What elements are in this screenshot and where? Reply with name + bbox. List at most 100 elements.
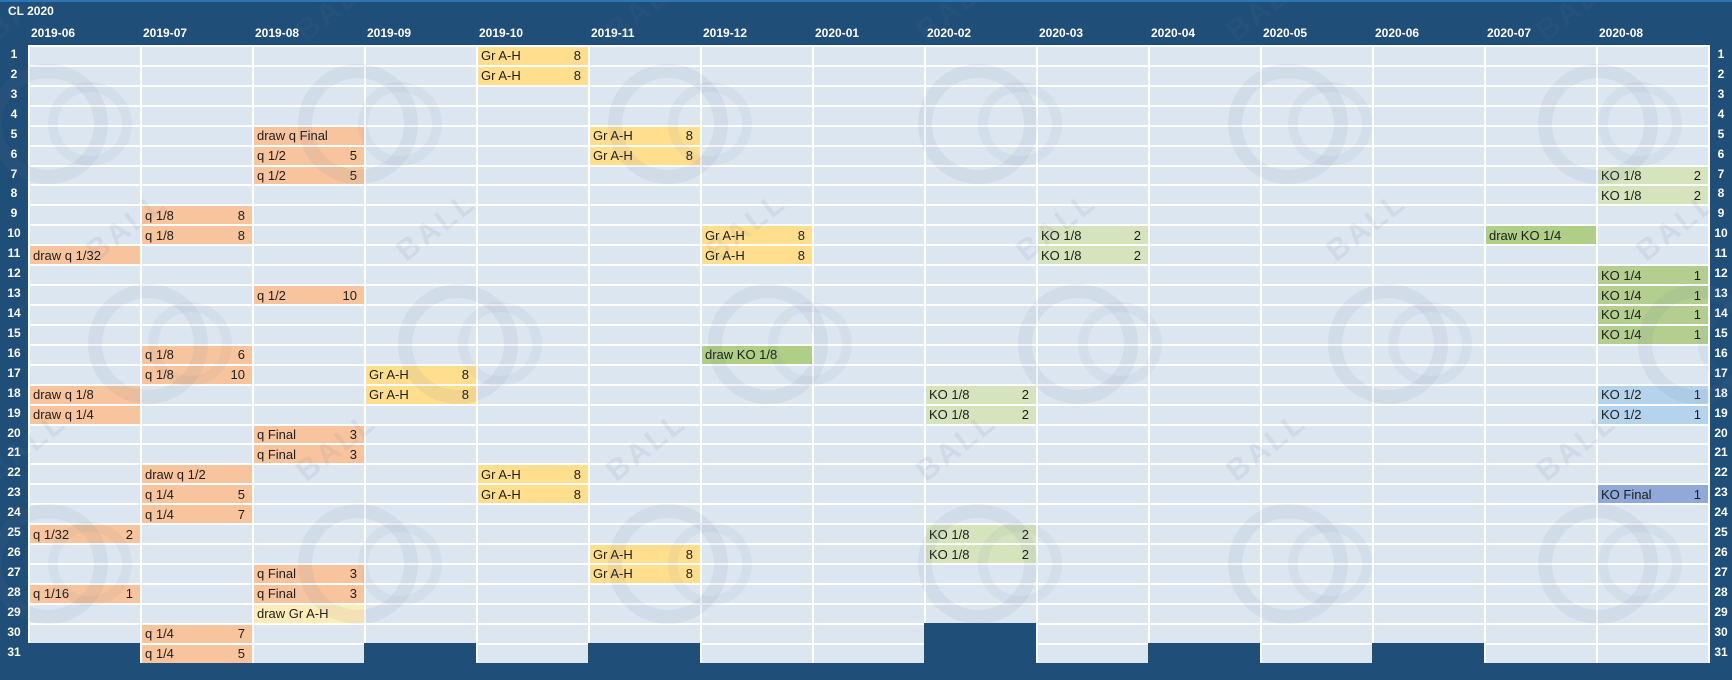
day-cell-2020-06-20[interactable] bbox=[1372, 423, 1484, 444]
day-cell-2019-08-11[interactable] bbox=[252, 244, 364, 265]
day-cell-2020-03-25[interactable] bbox=[1036, 523, 1148, 544]
day-cell-2020-08-1[interactable] bbox=[1596, 45, 1708, 65]
event-cell-2020-02-19[interactable]: KO 1/8 2 bbox=[924, 403, 1036, 424]
day-cell-2020-03-7[interactable] bbox=[1036, 164, 1148, 185]
day-cell-2019-10-27[interactable] bbox=[476, 562, 588, 583]
day-cell-2019-10-5[interactable] bbox=[476, 124, 588, 145]
day-cell-2020-01-23[interactable] bbox=[812, 483, 924, 504]
day-cell-2020-07-9[interactable] bbox=[1484, 204, 1596, 225]
day-cell-2019-12-30[interactable] bbox=[700, 622, 812, 643]
day-cell-2019-06-15[interactable] bbox=[28, 323, 140, 344]
event-cell-2019-09-17[interactable]: Gr A-H 8 bbox=[364, 363, 476, 384]
day-cell-2019-12-4[interactable] bbox=[700, 104, 812, 125]
day-cell-2020-07-15[interactable] bbox=[1484, 323, 1596, 344]
day-cell-2019-09-14[interactable] bbox=[364, 303, 476, 324]
day-cell-2020-07-20[interactable] bbox=[1484, 423, 1596, 444]
day-cell-2019-09-24[interactable] bbox=[364, 503, 476, 524]
day-cell-2020-05-24[interactable] bbox=[1260, 503, 1372, 524]
day-cell-2020-01-29[interactable] bbox=[812, 602, 924, 623]
day-cell-2019-09-12[interactable] bbox=[364, 264, 476, 285]
day-cell-2020-07-29[interactable] bbox=[1484, 602, 1596, 623]
day-cell-2019-09-28[interactable] bbox=[364, 582, 476, 603]
day-cell-2020-06-5[interactable] bbox=[1372, 124, 1484, 145]
day-cell-2019-06-17[interactable] bbox=[28, 363, 140, 384]
day-cell-2019-09-25[interactable] bbox=[364, 523, 476, 544]
day-cell-2020-06-8[interactable] bbox=[1372, 184, 1484, 205]
day-cell-2020-06-11[interactable] bbox=[1372, 244, 1484, 265]
day-cell-2020-04-4[interactable] bbox=[1148, 104, 1260, 125]
day-cell-2020-02-17[interactable] bbox=[924, 363, 1036, 384]
day-cell-2020-06-19[interactable] bbox=[1372, 403, 1484, 424]
day-cell-2019-09-22[interactable] bbox=[364, 463, 476, 484]
day-cell-2019-11-12[interactable] bbox=[588, 264, 700, 285]
day-cell-2020-02-15[interactable] bbox=[924, 323, 1036, 344]
day-cell-2019-10-8[interactable] bbox=[476, 184, 588, 205]
day-cell-2020-03-1[interactable] bbox=[1036, 45, 1148, 65]
day-cell-2019-07-8[interactable] bbox=[140, 184, 252, 205]
day-cell-2019-10-12[interactable] bbox=[476, 264, 588, 285]
day-cell-2019-10-24[interactable] bbox=[476, 503, 588, 524]
event-cell-2020-02-25[interactable]: KO 1/8 2 bbox=[924, 523, 1036, 544]
day-cell-2019-12-29[interactable] bbox=[700, 602, 812, 623]
day-cell-2020-06-24[interactable] bbox=[1372, 503, 1484, 524]
day-cell-2020-02-1[interactable] bbox=[924, 45, 1036, 65]
event-cell-2019-06-18[interactable]: draw q 1/8 bbox=[28, 383, 140, 404]
event-cell-2019-07-24[interactable]: q 1/4 7 bbox=[140, 503, 252, 524]
day-cell-2019-06-7[interactable] bbox=[28, 164, 140, 185]
day-cell-2020-06-10[interactable] bbox=[1372, 224, 1484, 245]
day-cell-2019-07-4[interactable] bbox=[140, 104, 252, 125]
day-cell-2019-12-22[interactable] bbox=[700, 463, 812, 484]
day-cell-2020-07-22[interactable] bbox=[1484, 463, 1596, 484]
day-cell-2020-07-11[interactable] bbox=[1484, 244, 1596, 265]
day-cell-2020-07-19[interactable] bbox=[1484, 403, 1596, 424]
day-cell-2020-03-14[interactable] bbox=[1036, 303, 1148, 324]
day-cell-2020-03-29[interactable] bbox=[1036, 602, 1148, 623]
day-cell-2019-10-30[interactable] bbox=[476, 622, 588, 643]
day-cell-2020-07-12[interactable] bbox=[1484, 264, 1596, 285]
day-cell-2019-06-22[interactable] bbox=[28, 463, 140, 484]
day-cell-2019-10-4[interactable] bbox=[476, 104, 588, 125]
day-cell-2020-07-1[interactable] bbox=[1484, 45, 1596, 65]
day-cell-2019-11-25[interactable] bbox=[588, 523, 700, 544]
day-cell-2020-06-17[interactable] bbox=[1372, 363, 1484, 384]
day-cell-2019-08-16[interactable] bbox=[252, 343, 364, 364]
day-cell-2019-12-6[interactable] bbox=[700, 144, 812, 165]
day-cell-2020-02-24[interactable] bbox=[924, 503, 1036, 524]
event-cell-2019-12-10[interactable]: Gr A-H 8 bbox=[700, 224, 812, 245]
day-cell-2020-04-8[interactable] bbox=[1148, 184, 1260, 205]
day-cell-2019-11-17[interactable] bbox=[588, 363, 700, 384]
day-cell-2019-06-21[interactable] bbox=[28, 443, 140, 464]
day-cell-2020-01-21[interactable] bbox=[812, 443, 924, 464]
day-cell-2019-12-12[interactable] bbox=[700, 264, 812, 285]
day-cell-2020-04-30[interactable] bbox=[1148, 622, 1260, 643]
day-cell-2020-07-25[interactable] bbox=[1484, 523, 1596, 544]
day-cell-2020-07-5[interactable] bbox=[1484, 124, 1596, 145]
event-cell-2019-07-17[interactable]: q 1/8 10 bbox=[140, 363, 252, 384]
day-cell-2020-08-24[interactable] bbox=[1596, 503, 1708, 524]
day-cell-2020-01-15[interactable] bbox=[812, 323, 924, 344]
day-cell-2020-02-10[interactable] bbox=[924, 224, 1036, 245]
day-cell-2019-08-31[interactable] bbox=[252, 642, 364, 663]
event-cell-2019-10-2[interactable]: Gr A-H 8 bbox=[476, 64, 588, 85]
event-cell-2020-08-15[interactable]: KO 1/4 1 bbox=[1596, 323, 1708, 344]
day-cell-2019-10-21[interactable] bbox=[476, 443, 588, 464]
day-cell-2020-08-3[interactable] bbox=[1596, 84, 1708, 105]
day-cell-2020-08-31[interactable] bbox=[1596, 642, 1708, 663]
day-cell-2020-04-14[interactable] bbox=[1148, 303, 1260, 324]
day-cell-2020-03-3[interactable] bbox=[1036, 84, 1148, 105]
day-cell-2019-09-13[interactable] bbox=[364, 284, 476, 304]
day-cell-2020-02-4[interactable] bbox=[924, 104, 1036, 125]
day-cell-2019-11-7[interactable] bbox=[588, 164, 700, 185]
day-cell-2019-12-9[interactable] bbox=[700, 204, 812, 225]
day-cell-2019-06-3[interactable] bbox=[28, 84, 140, 105]
day-cell-2020-03-20[interactable] bbox=[1036, 423, 1148, 444]
day-cell-2019-11-11[interactable] bbox=[588, 244, 700, 265]
day-cell-2020-04-15[interactable] bbox=[1148, 323, 1260, 344]
day-cell-2020-05-25[interactable] bbox=[1260, 523, 1372, 544]
event-cell-2019-08-29[interactable]: draw Gr A-H bbox=[252, 602, 364, 623]
day-cell-2020-05-14[interactable] bbox=[1260, 303, 1372, 324]
day-cell-2019-10-9[interactable] bbox=[476, 204, 588, 225]
event-cell-2019-08-21[interactable]: q Final 3 bbox=[252, 443, 364, 464]
day-cell-2019-10-19[interactable] bbox=[476, 403, 588, 424]
day-cell-2020-02-3[interactable] bbox=[924, 84, 1036, 105]
